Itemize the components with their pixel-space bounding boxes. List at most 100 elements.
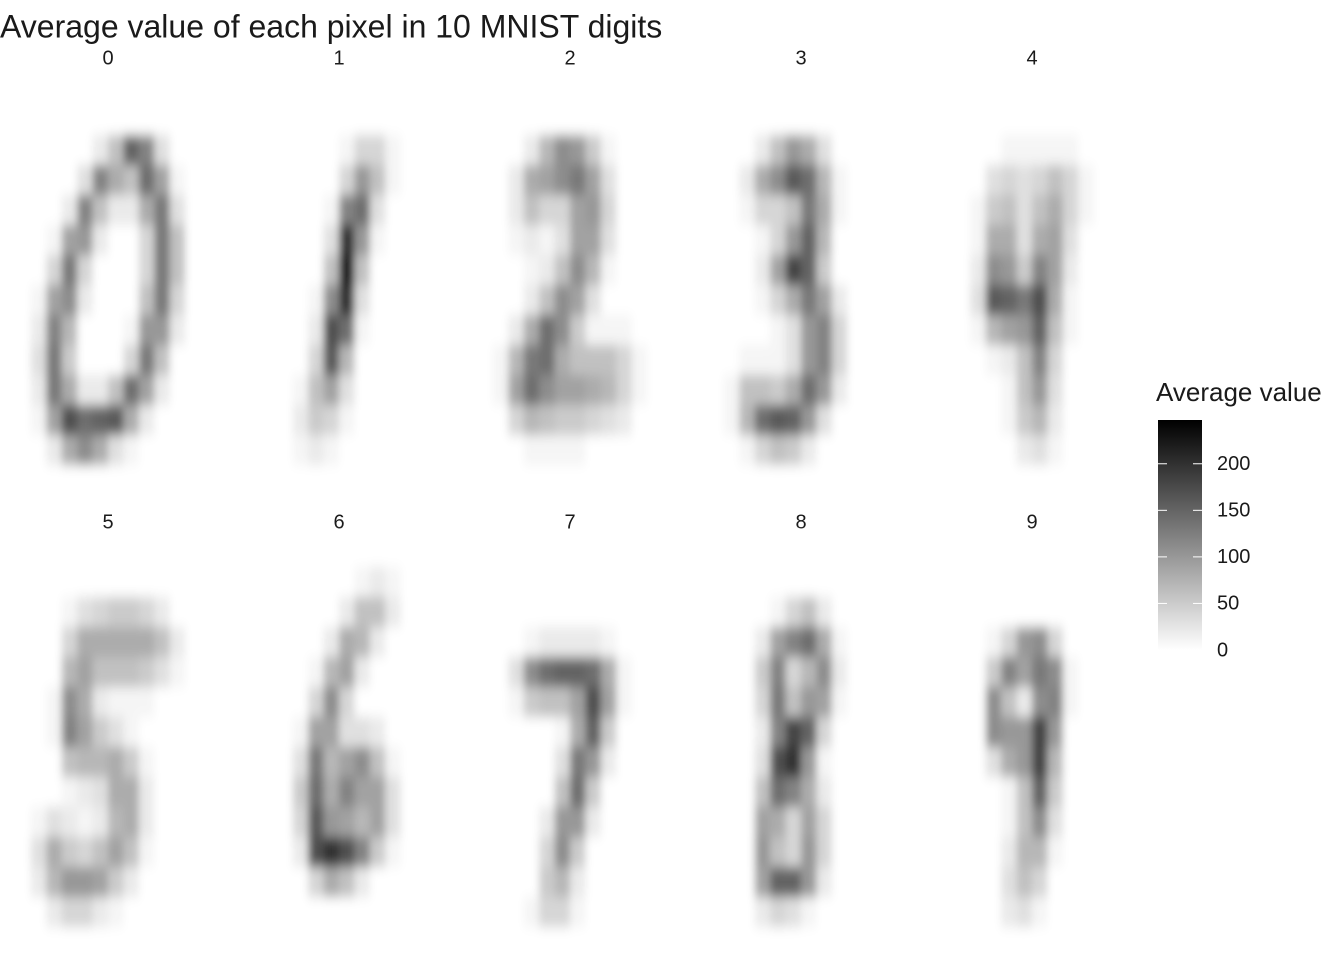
pixel-cell [878, 867, 895, 898]
pixel-cell [570, 867, 586, 898]
pixel-cell [185, 687, 202, 718]
pixel-cell [323, 717, 340, 748]
pixel-cell [508, 927, 525, 958]
pixel-cell [847, 405, 864, 436]
pixel-cell [462, 315, 478, 346]
pixel-cell [1062, 135, 1079, 166]
pixel-cell [369, 375, 386, 406]
pixel-cell [831, 405, 848, 436]
pixel-cell [308, 345, 325, 376]
pixel-cell [492, 777, 509, 808]
pixel-cell [708, 225, 725, 256]
pixel-cell [985, 435, 1002, 466]
pixel-cell [708, 135, 725, 166]
pixel-cell [1016, 75, 1033, 106]
pixel-cell [1032, 687, 1048, 718]
pixel-cell [354, 717, 371, 748]
pixel-cell [369, 345, 386, 376]
pixel-cell [954, 687, 971, 718]
pixel-cell [1001, 717, 1018, 748]
pixel-cell [816, 717, 833, 748]
pixel-cell [924, 717, 940, 748]
pixel-cell [92, 867, 109, 898]
pixel-cell [847, 567, 864, 598]
pixel-cell [631, 747, 648, 778]
pixel-cell [154, 747, 171, 778]
pixel-cell [46, 165, 63, 196]
chart-title: Average value of each pixel in 10 MNIST … [0, 8, 662, 44]
pixel-cell [123, 777, 140, 808]
pixel-cell [138, 897, 155, 928]
pixel-cell [739, 537, 756, 568]
pixel-cell [570, 567, 586, 598]
pixel-cell [400, 405, 417, 436]
pixel-cell [647, 567, 664, 598]
pixel-cell [785, 315, 802, 346]
facet-label: 7 [564, 511, 575, 533]
pixel-cell [1001, 225, 1018, 256]
pixel-cell [354, 135, 371, 166]
pixel-cell [477, 255, 494, 286]
pixel-cell [1093, 897, 1110, 928]
pixel-cell [1062, 927, 1079, 958]
pixel-cell [785, 465, 802, 496]
pixel-cell [1109, 807, 1126, 838]
pixel-cell [754, 135, 771, 166]
pixel-cell [662, 627, 679, 658]
pixel-cell [77, 165, 94, 196]
pixel-cell [954, 405, 971, 436]
pixel-cell [246, 345, 263, 376]
pixel-cell [77, 597, 94, 628]
pixel-cell [939, 285, 956, 316]
pixel-cell [169, 105, 186, 136]
pixel-cell [77, 927, 94, 958]
pixel-cell [970, 867, 987, 898]
pixel-cell [739, 597, 756, 628]
pixel-cell [108, 597, 124, 628]
pixel-cell [169, 405, 186, 436]
pixel-cell [647, 717, 664, 748]
pixel-cell [385, 375, 402, 406]
pixel-cell [400, 897, 417, 928]
pixel-cell [92, 627, 109, 658]
pixel-cell [261, 165, 278, 196]
pixel-cell [77, 195, 94, 226]
pixel-cell [1078, 897, 1095, 928]
pixel-cell [708, 75, 725, 106]
pixel-cell [308, 405, 325, 436]
pixel-cell [77, 255, 94, 286]
pixel-cell [754, 687, 771, 718]
pixel-cell [878, 627, 895, 658]
pixel-cell [462, 627, 478, 658]
pixel-cell [138, 537, 155, 568]
pixel-cell [585, 897, 602, 928]
pixel-cell [739, 567, 756, 598]
pixel-cell [1047, 255, 1064, 286]
pixel-cell [323, 927, 340, 958]
pixel-cell [801, 777, 817, 808]
pixel-cell [431, 537, 448, 568]
pixel-cell [46, 627, 63, 658]
pixel-cell [616, 597, 633, 628]
pixel-cell [246, 165, 263, 196]
pixel-cell [893, 867, 910, 898]
pixel-cell [339, 105, 355, 136]
pixel-cell [1001, 777, 1018, 808]
pixel-cell [30, 597, 47, 628]
pixel-cell [277, 285, 294, 316]
pixel-cell [924, 315, 940, 346]
pixel-cell [77, 375, 94, 406]
pixel-cell [985, 597, 1002, 628]
pixel-cell [1078, 465, 1095, 496]
pixel-cell [647, 537, 664, 568]
pixel-cell [693, 165, 709, 196]
pixel-cell [200, 435, 217, 466]
pixel-cell [539, 285, 556, 316]
pixel-cell [1016, 657, 1033, 688]
pixel-cell [261, 777, 278, 808]
pixel-cell [1062, 225, 1079, 256]
pixel-cell [1016, 777, 1033, 808]
pixel-cell [462, 837, 478, 868]
pixel-cell [662, 225, 679, 256]
pixel-cell [0, 927, 16, 958]
